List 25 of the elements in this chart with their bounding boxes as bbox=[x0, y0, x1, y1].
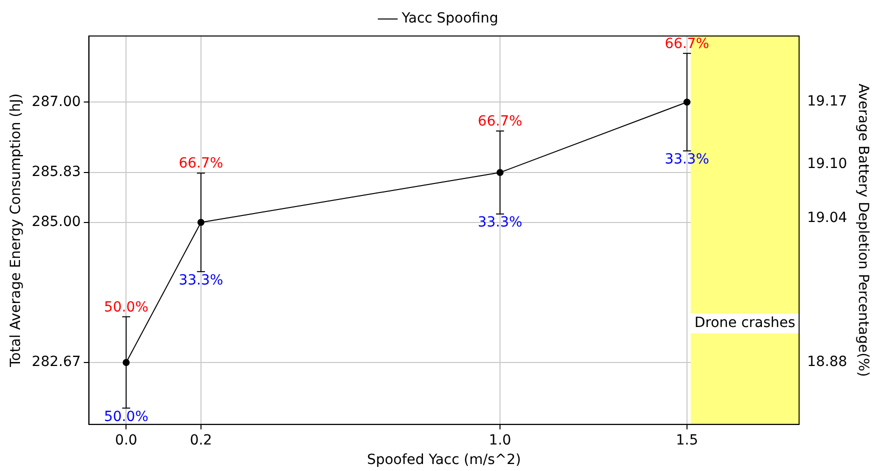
y-tick-label: 282.67 bbox=[32, 354, 81, 370]
y2-tick-label: 18.88 bbox=[807, 354, 848, 370]
annotation: 33.3% bbox=[178, 272, 224, 288]
y2-tick-label: 19.17 bbox=[807, 93, 848, 110]
y2-axis-title: Average Battery Depletion Percentage(%) bbox=[854, 84, 871, 377]
y2-tick-label: 19.04 bbox=[807, 210, 848, 226]
annotation: 50.0% bbox=[104, 408, 148, 425]
x-tick-label: 0.0 bbox=[115, 432, 138, 448]
band-label: Drone crashes bbox=[694, 315, 796, 332]
y-tick-label: 287.00 bbox=[32, 94, 81, 110]
x-axis-title: Spoofed Yacc (m/s^2) bbox=[366, 452, 521, 468]
annotation: 66.7% bbox=[664, 36, 710, 52]
y-tick-label: 285.83 bbox=[32, 164, 81, 180]
annotation: 66.7% bbox=[478, 114, 522, 130]
annotation: 33.3% bbox=[664, 151, 710, 168]
annotation: 66.7% bbox=[178, 156, 224, 172]
legend-label: Yacc Spoofing bbox=[400, 10, 498, 27]
x-tick-label: 1.5 bbox=[676, 432, 698, 448]
x-tick-label: 1.0 bbox=[488, 432, 512, 448]
y-axis-title: Total Average Energy Consumption (hJ) bbox=[8, 93, 24, 368]
annotation: 33.3% bbox=[478, 214, 522, 231]
y2-tick-label: 19.10 bbox=[807, 156, 848, 172]
x-tick-label: 0.2 bbox=[190, 432, 212, 448]
annotation: 50.0% bbox=[104, 299, 148, 316]
y-tick-label: 285.00 bbox=[32, 214, 81, 230]
